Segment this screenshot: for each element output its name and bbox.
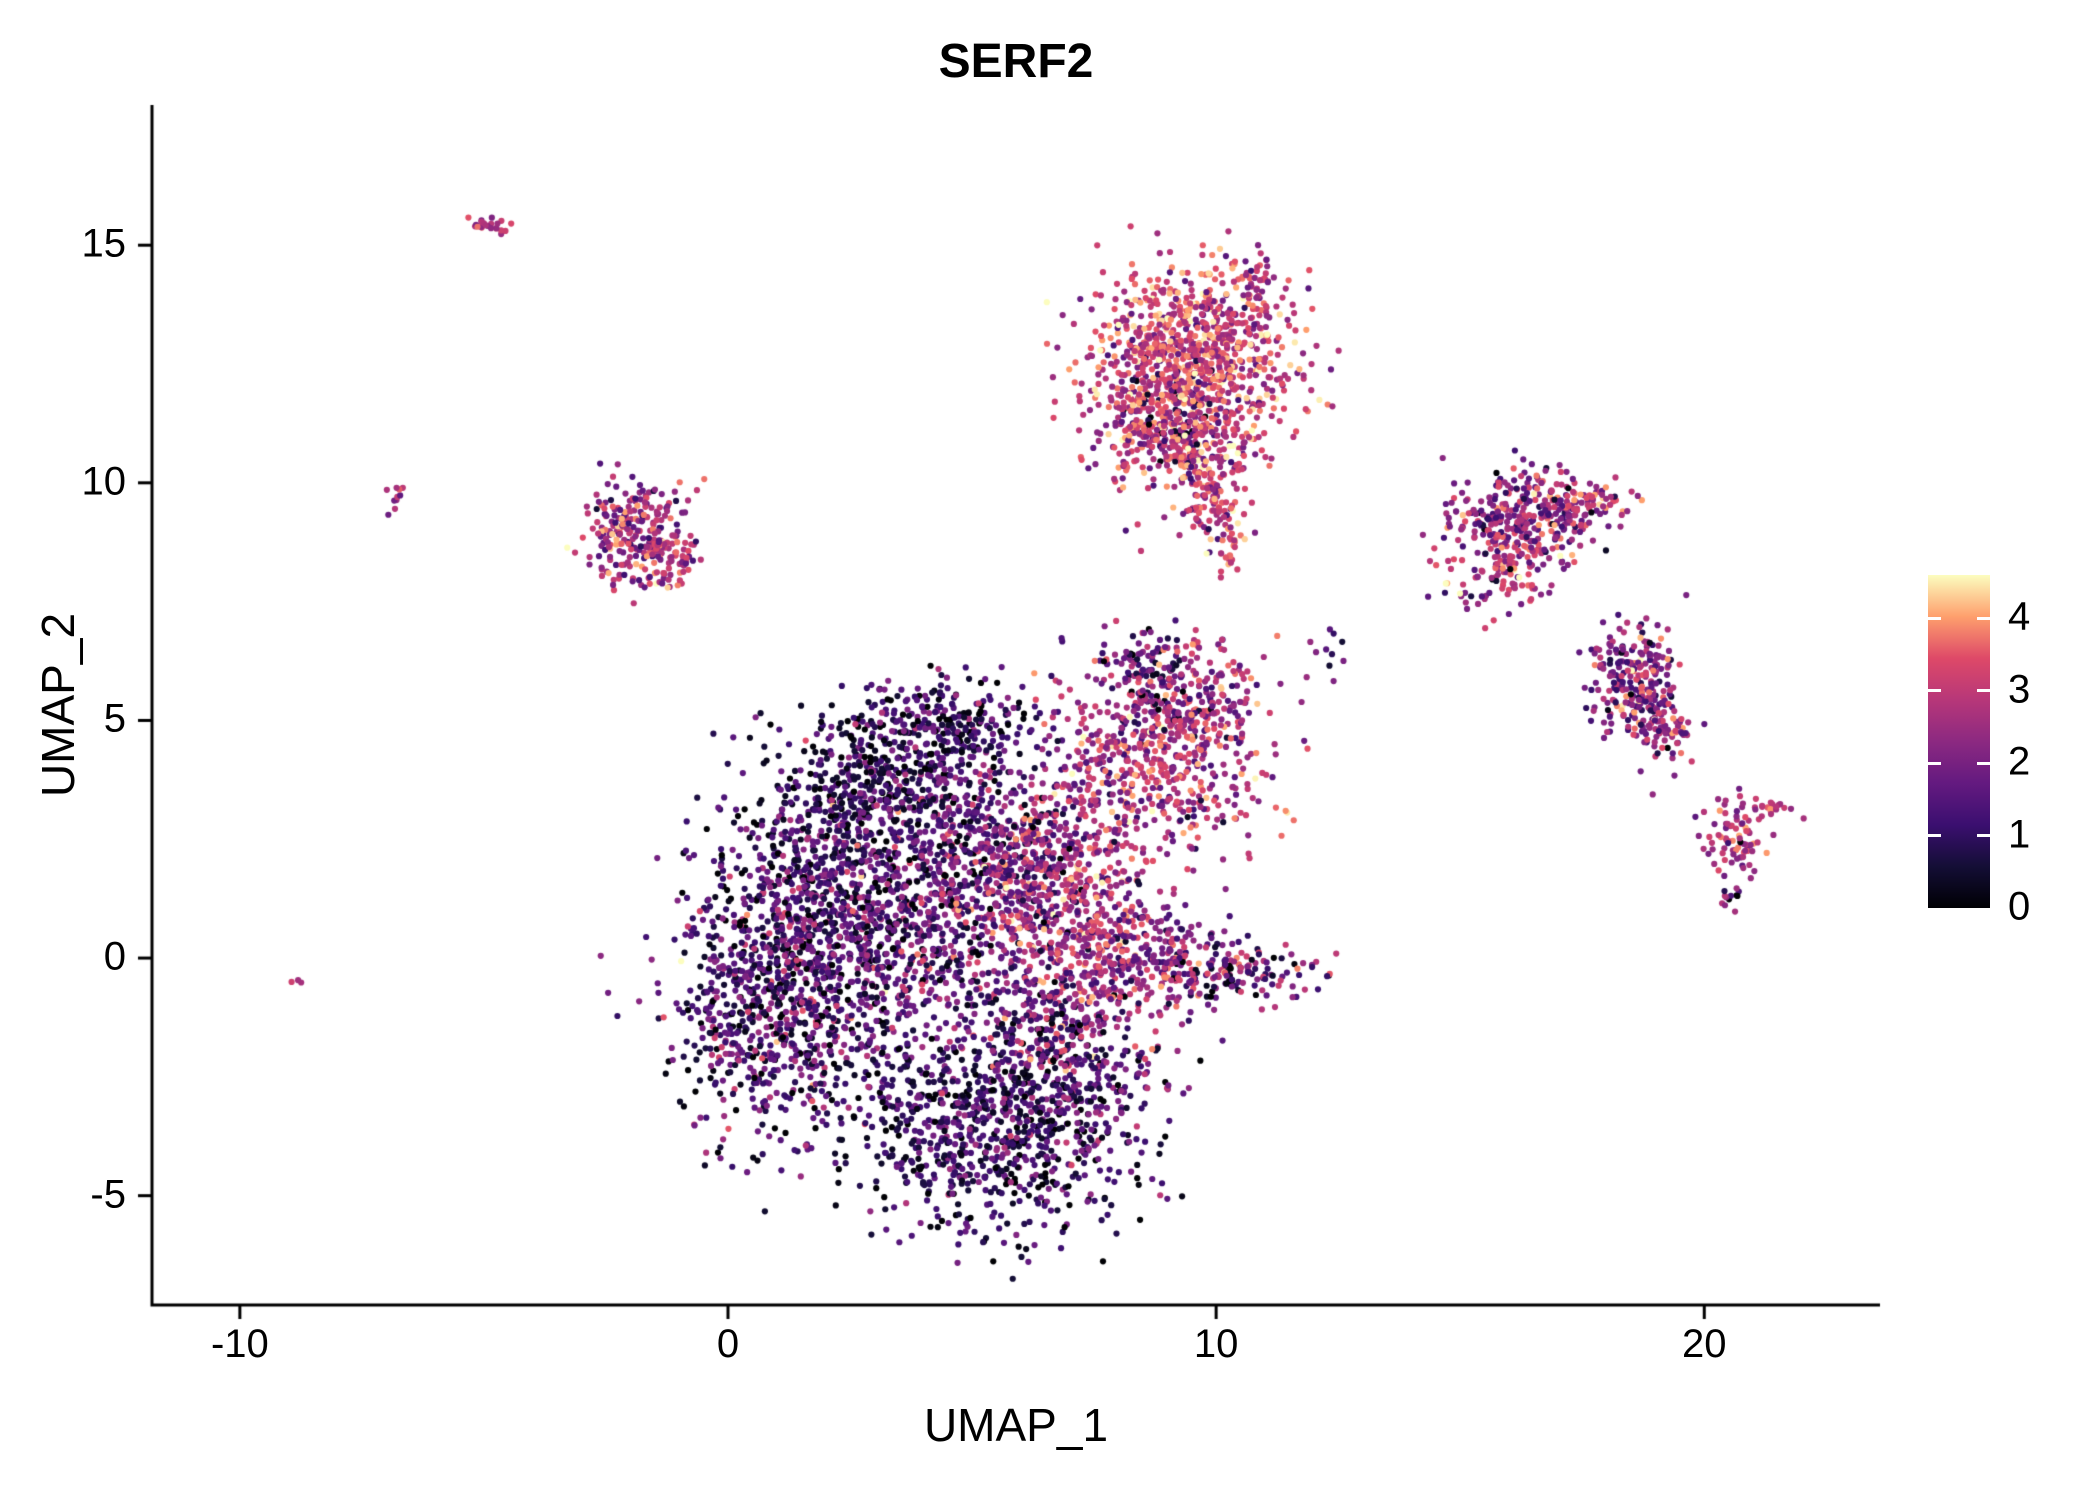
legend-label: 3	[2008, 667, 2031, 712]
legend-tick-mark	[1977, 616, 1990, 620]
y-tick-label: 15	[81, 221, 127, 266]
y-tick-label: 0	[103, 934, 126, 979]
legend-label: 1	[2008, 812, 2031, 857]
y-tick-label: -5	[90, 1172, 126, 1217]
y-axis-title: UMAP_2	[32, 612, 84, 798]
legend-tick-mark	[1928, 761, 1941, 765]
legend-tick-mark	[1928, 616, 1941, 620]
legend-label: 2	[2008, 739, 2031, 784]
x-tick-label: 0	[716, 1322, 740, 1366]
legend-tick-mark	[1977, 834, 1990, 838]
y-tick-label: 5	[103, 697, 126, 742]
x-tick-label: 10	[1193, 1322, 1239, 1366]
legend-tick-mark	[1928, 689, 1941, 693]
legend-tick-mark	[1977, 689, 1990, 693]
y-tick-label: 10	[81, 459, 127, 504]
x-axis-title: UMAP_1	[923, 1399, 1109, 1451]
x-tick-label: 20	[1682, 1322, 1727, 1366]
x-tick-label: -10	[210, 1322, 269, 1366]
legend-colorbar	[1928, 575, 1990, 908]
legend-tick-mark	[1977, 761, 1990, 765]
legend-label: 0	[2008, 884, 2031, 929]
legend-tick-mark	[1928, 834, 1941, 838]
legend-label: 4	[2008, 595, 2031, 640]
